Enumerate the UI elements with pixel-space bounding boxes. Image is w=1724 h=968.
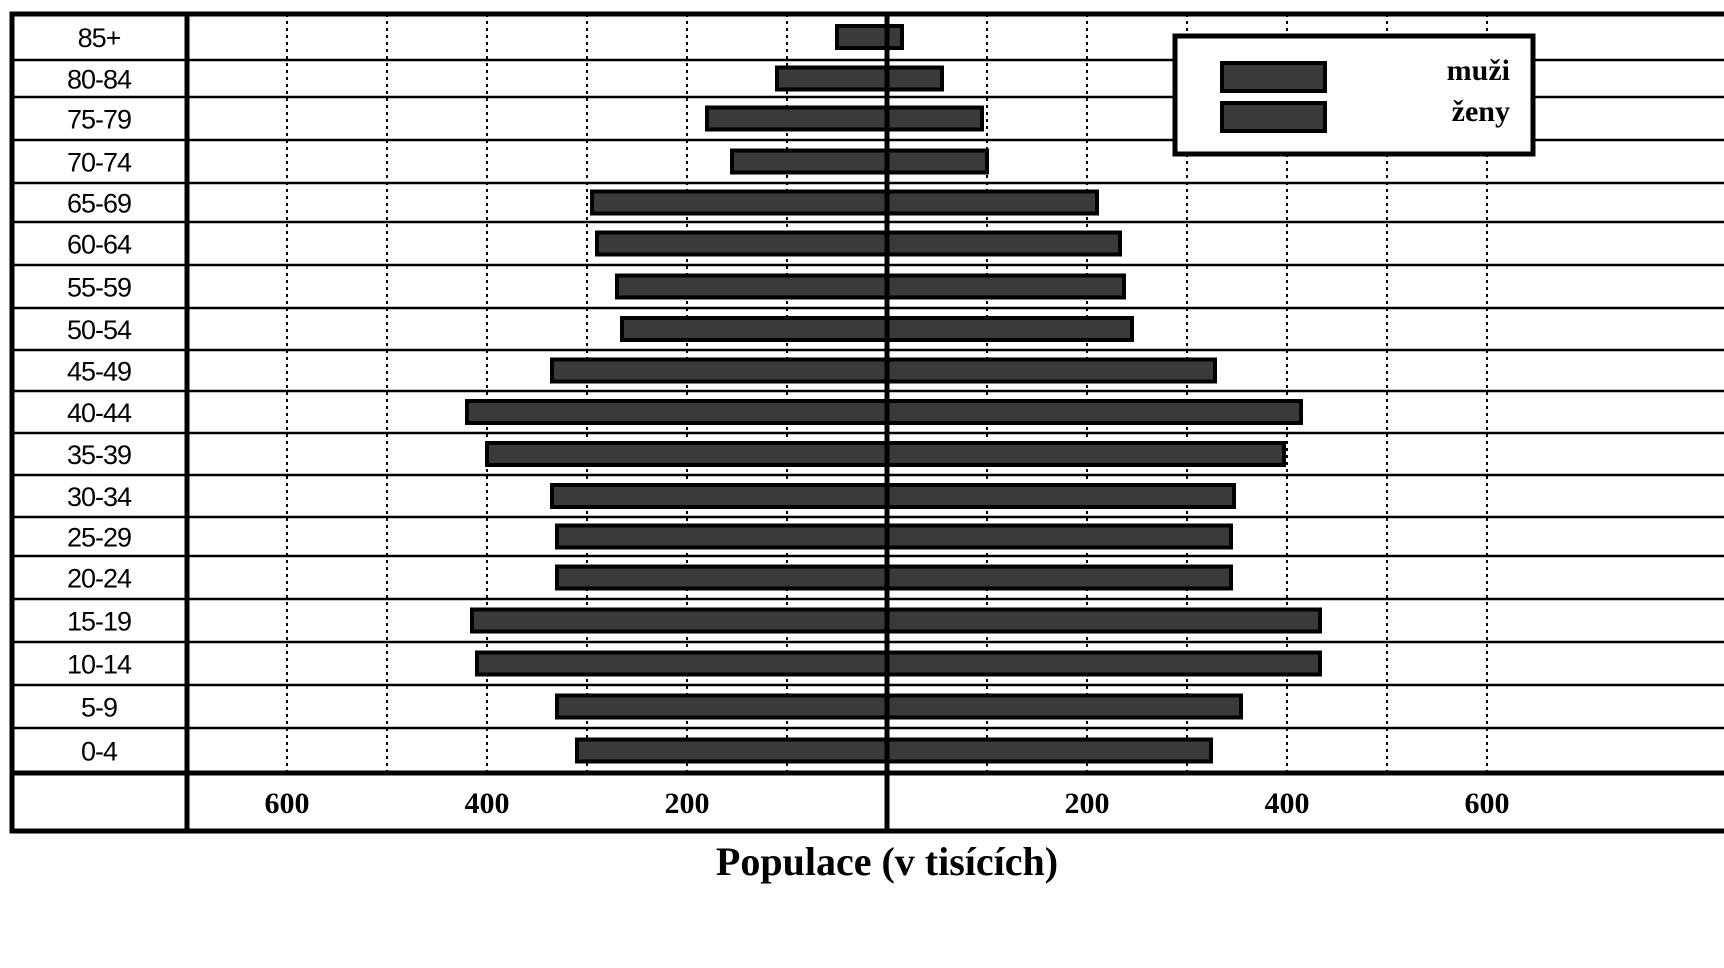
bar-zeny-5-9 [885, 693, 1243, 720]
bar-muzi-5-9 [555, 693, 889, 720]
bar-muzi-40-44 [465, 399, 889, 425]
bar-muzi-55-59 [615, 273, 889, 300]
bar-muzi-30-34 [550, 483, 889, 509]
age-label: 35-39 [67, 440, 131, 470]
bar-zeny-80-84 [885, 65, 944, 92]
age-label: 85+ [78, 23, 121, 53]
bar-zeny-0-4 [885, 737, 1213, 764]
bar-zeny-40-44 [885, 399, 1303, 425]
bar-muzi-25-29 [555, 523, 889, 550]
legend-label-zeny: ženy [1452, 95, 1510, 128]
age-label: 45-49 [67, 357, 131, 387]
age-label: 55-59 [67, 273, 131, 303]
x-tick-label-left: 400 [465, 787, 510, 820]
legend-label-muzi: muži [1447, 54, 1510, 87]
legend-box [1172, 33, 1536, 157]
bar-muzi-60-64 [595, 230, 889, 257]
x-tick-label-left: 200 [665, 787, 710, 820]
age-label: 40-44 [67, 398, 132, 428]
row-lines [12, 58, 1724, 730]
age-label: 60-64 [67, 230, 132, 260]
x-tick-label-left: 600 [265, 787, 310, 820]
age-labels: 85+ 80-84 75-79 70-74 65-69 60-64 55-59 50-54 45… [67, 23, 133, 767]
bar-zeny-10-14 [885, 650, 1322, 677]
bar-muzi-75-79 [705, 105, 889, 132]
bar-zeny-70-74 [885, 148, 989, 175]
age-label: 15-19 [67, 607, 131, 637]
bar-zeny-15-19 [885, 607, 1322, 634]
bar-muzi-80-84 [775, 65, 889, 92]
bar-muzi-35-39 [485, 441, 889, 467]
bar-muzi-20-24 [555, 564, 889, 591]
age-label: 30-34 [67, 482, 132, 512]
bar-muzi-0-4 [575, 737, 889, 764]
bar-zeny-35-39 [885, 441, 1286, 467]
bar-muzi-70-74 [730, 148, 889, 175]
bar-muzi-15-19 [470, 607, 889, 634]
age-label: 80-84 [67, 65, 132, 95]
age-label: 20-24 [67, 564, 132, 594]
age-label: 25-29 [67, 523, 131, 553]
x-tick-label-right: 200 [1065, 787, 1110, 820]
legend-swatch-zeny [1220, 101, 1327, 133]
age-label: 70-74 [67, 148, 132, 178]
bar-zeny-45-49 [885, 357, 1217, 384]
x-tick-label-right: 400 [1265, 787, 1310, 820]
x-axis-title: Populace (v tisících) [716, 839, 1058, 884]
bar-zeny-65-69 [885, 189, 1099, 216]
age-label: 75-79 [67, 105, 131, 135]
legend-swatch-muzi [1220, 61, 1327, 93]
bar-zeny-60-64 [885, 230, 1122, 257]
bar-zeny-75-79 [885, 105, 984, 132]
age-label: 0-4 [81, 737, 118, 767]
bar-zeny-55-59 [885, 273, 1126, 300]
bar-muzi-50-54 [620, 316, 889, 342]
bar-muzi-10-14 [475, 650, 889, 677]
x-tick-label-right: 600 [1465, 787, 1510, 820]
bar-zeny-25-29 [885, 523, 1233, 550]
bars [465, 24, 1322, 764]
tick-labels: 600 400 200 200 400 600 [265, 787, 1510, 820]
bar-muzi-85+ [835, 24, 889, 50]
bar-zeny-50-54 [885, 316, 1134, 342]
bar-zeny-30-34 [885, 483, 1236, 509]
age-label: 5-9 [81, 693, 117, 723]
bar-muzi-65-69 [590, 189, 889, 216]
bar-zeny-20-24 [885, 564, 1233, 591]
legend: muži ženy [1172, 33, 1536, 157]
bar-muzi-45-49 [550, 357, 889, 384]
age-label: 10-14 [67, 650, 132, 680]
age-label: 65-69 [67, 189, 131, 219]
age-label: 50-54 [67, 315, 132, 345]
